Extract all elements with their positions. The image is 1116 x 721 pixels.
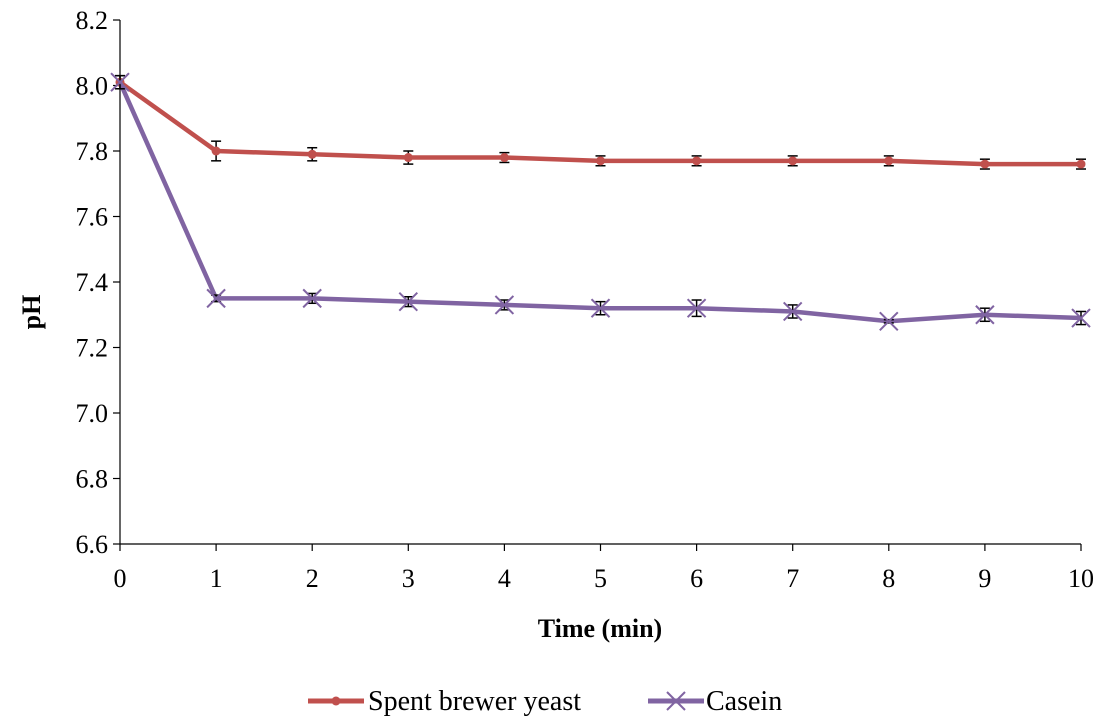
y-tick-label: 6.6: [76, 530, 109, 559]
data-point: [879, 311, 899, 332]
data-point: [692, 156, 702, 166]
x-tick-label: 0: [114, 564, 127, 593]
data-point: [307, 149, 317, 159]
legend-label: Spent brewer yeast: [368, 686, 581, 717]
data-point: [110, 72, 130, 92]
y-tick-label: 8.0: [76, 72, 109, 101]
y-tick-label: 7.8: [76, 137, 109, 166]
data-point: [975, 305, 995, 325]
y-tick-label: 7.4: [76, 268, 109, 297]
x-tick-label: 5: [594, 564, 607, 593]
x-axis-title: Time (min): [538, 614, 662, 643]
legend-item-spent-brewer-yeast: Spent brewer yeast: [308, 686, 581, 717]
data-point: [398, 291, 419, 312]
data-point: [884, 156, 894, 166]
x-tick-label: 7: [786, 564, 799, 593]
series-0: [115, 74, 1086, 170]
x-tick-label: 4: [498, 564, 511, 593]
x-tick-label: 2: [306, 564, 319, 593]
x-axis-ticks: 0 1 2 3 4 5 6 7 8 9 10: [114, 544, 1094, 593]
x-tick-label: 1: [210, 564, 223, 593]
data-point: [302, 288, 322, 309]
x-tick-label: 6: [690, 564, 703, 593]
data-point: [1071, 308, 1091, 328]
data-point: [788, 156, 798, 166]
series-line: [117, 81, 1082, 324]
data-point: [403, 153, 413, 163]
legend-x-marker: [666, 691, 686, 711]
data-point: [782, 301, 803, 322]
series-line: [118, 80, 1081, 167]
x-tick-label: 8: [882, 564, 895, 593]
y-axis-ticks: 6.6 6.8 7.0 7.2 7.4 7.6 7.8 8.0 8.2: [76, 6, 120, 559]
data-point: [494, 295, 515, 315]
y-tick-label: 7.6: [76, 203, 109, 232]
data-point: [590, 298, 611, 318]
y-axis-title: pH: [17, 295, 46, 330]
data-point: [596, 156, 605, 166]
legend-item-casein: Casein: [648, 686, 782, 717]
legend: Spent brewer yeast Casein: [308, 686, 782, 717]
axes: [119, 20, 1081, 545]
data-point: [211, 146, 221, 156]
legend-swatch-marker: [666, 691, 686, 711]
x-tick-label: 9: [978, 564, 991, 593]
y-tick-label: 7.2: [76, 334, 109, 363]
y-tick-label: 8.2: [76, 6, 109, 35]
y-tick-label: 6.8: [76, 465, 109, 494]
data-point: [980, 159, 990, 169]
data-point: [499, 153, 509, 163]
y-tick-label: 7.0: [76, 399, 109, 428]
x-tick-label: 3: [402, 564, 415, 593]
data-point: [1076, 159, 1086, 169]
series-1: [110, 72, 1091, 332]
x-tick-label: 10: [1068, 564, 1094, 593]
data-point: [686, 298, 707, 318]
data-point: [206, 288, 226, 309]
legend-label: Casein: [706, 686, 782, 717]
legend-swatch-marker: [331, 696, 341, 706]
series-layer: [110, 72, 1091, 332]
